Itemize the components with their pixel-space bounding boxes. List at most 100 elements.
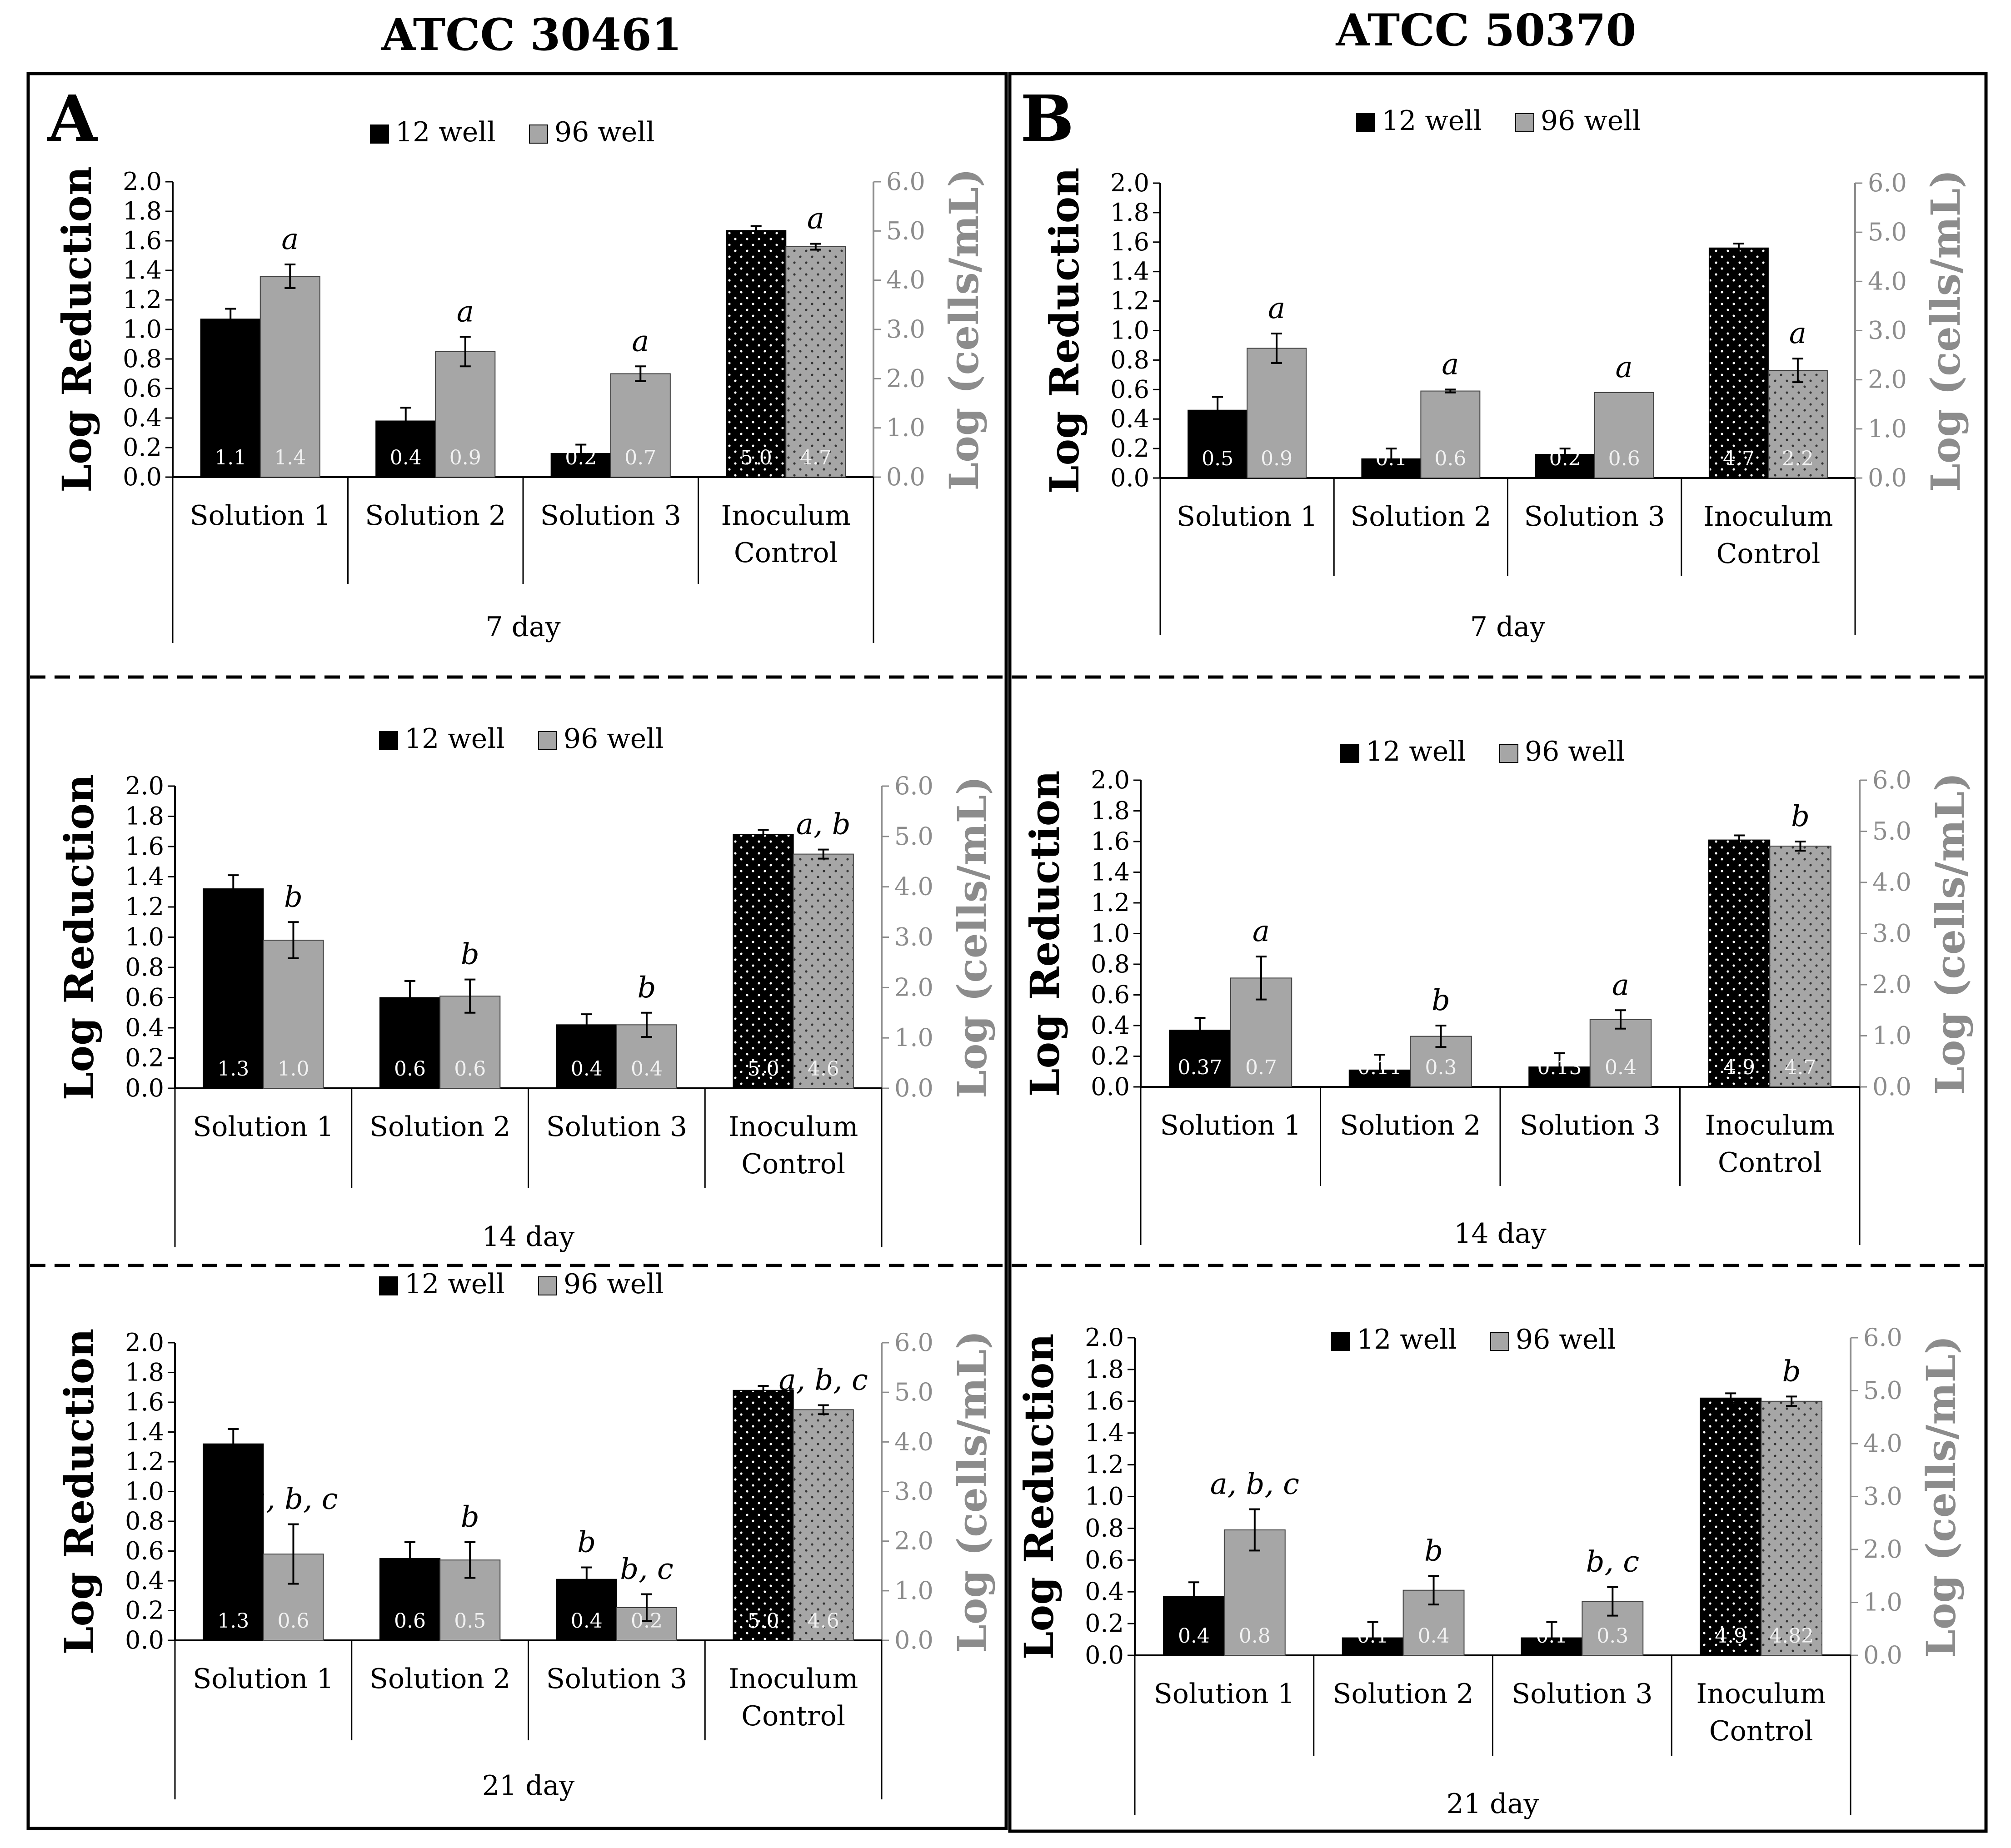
significance-label: a (1253, 915, 1270, 948)
y-tick-label: 0.6 (1085, 1545, 1124, 1574)
y-tick-label: 1.0 (123, 315, 162, 344)
x-tick-label: Solution 2 (369, 1111, 510, 1143)
data-label: 0.4 (1178, 1624, 1210, 1648)
data-label: 0.4 (1605, 1056, 1637, 1079)
y2-tick-label: 2.0 (1863, 1535, 1902, 1564)
y2-tick-label: 4.0 (894, 1427, 933, 1456)
y-tick-label: 0.2 (123, 433, 162, 462)
data-label: 4.9 (1715, 1624, 1747, 1648)
y2-tick-label: 1.0 (894, 1023, 933, 1052)
y-tick-label: 2.0 (125, 772, 164, 800)
y-tick-label: 0.2 (125, 1596, 164, 1625)
legend-swatch-12-well (379, 731, 398, 750)
data-label: 0.11 (1357, 1056, 1402, 1079)
y2-tick-label: 0.0 (1872, 1072, 1911, 1101)
y2-tick-label: 3.0 (1868, 316, 1907, 345)
bar-96-well (793, 1409, 854, 1641)
data-label: 0.13 (1537, 1056, 1582, 1079)
data-label: 0.9 (1261, 447, 1292, 470)
y-tick-label: 0.4 (123, 403, 162, 432)
y2-tick-label: 1.0 (894, 1576, 933, 1605)
y-tick-label: 0.2 (1085, 1609, 1124, 1638)
y2-tick-label: 6.0 (1868, 169, 1907, 197)
significance-label: a (1789, 317, 1806, 350)
bar-12-well (1708, 247, 1769, 479)
x-tick-label: Control (741, 1700, 845, 1732)
data-label: 1.4 (274, 446, 306, 469)
y2-tick-label: 6.0 (894, 772, 933, 800)
data-label: 1.3 (217, 1609, 249, 1633)
y-tick-label: 0.0 (1085, 1641, 1124, 1669)
legend-swatch-96-well (538, 731, 557, 750)
y2-tick-label: 5.0 (894, 822, 933, 851)
significance-label: b (1791, 800, 1810, 833)
panel-letter-a: A (47, 82, 98, 156)
data-label: 0.3 (1597, 1624, 1628, 1648)
x-tick-label: Solution 1 (190, 500, 331, 532)
y-tick-label: 1.0 (125, 923, 164, 951)
data-label: 4.6 (808, 1057, 839, 1081)
y2-tick-label: 2.0 (894, 1527, 933, 1555)
y2-tick-label: 2.0 (886, 364, 925, 393)
y-tick-label: 0.4 (1091, 1011, 1130, 1040)
legend: 12 well 96 well (1340, 736, 1625, 767)
y2-tick-label: 6.0 (894, 1328, 933, 1357)
data-label: 0.2 (1549, 447, 1581, 470)
legend-swatch-96-well (538, 1276, 557, 1295)
y-tick-label: 0.6 (1091, 981, 1130, 1009)
data-label: 0.4 (390, 446, 422, 469)
legend-swatch-12-well (1340, 744, 1359, 763)
y-tick-label: 2.0 (1091, 766, 1130, 794)
legend-label: 96 well (564, 723, 664, 755)
bar-96-well (610, 373, 671, 478)
x-tick-label: Solution 2 (365, 500, 506, 532)
data-label: 0.4 (631, 1057, 663, 1081)
y2-axis-title: Log (cells/mL) (1917, 1335, 1965, 1658)
legend-label: 12 well (1366, 736, 1466, 767)
y2-tick-label: 4.0 (1872, 868, 1911, 897)
y2-tick-label: 1.0 (1863, 1588, 1902, 1617)
legend: 12 well 96 well (379, 1268, 664, 1300)
data-label: 0.2 (631, 1609, 663, 1633)
y2-tick-label: 4.0 (1868, 267, 1907, 295)
significance-label: a, b, c (1210, 1467, 1299, 1501)
data-label: 0.4 (571, 1057, 603, 1081)
y2-tick-label: 3.0 (1863, 1482, 1902, 1511)
y-axis-title: Log Reduction (55, 1329, 103, 1655)
x-tick-label: Control (1709, 1715, 1813, 1747)
y-tick-label: 0.2 (1110, 434, 1149, 463)
legend-swatch-96-well (1490, 1332, 1509, 1351)
data-label: 5.0 (748, 1609, 779, 1633)
y2-tick-label: 3.0 (1872, 919, 1911, 948)
x-tick-label: Inoculum (721, 500, 851, 532)
significance-label: a, b (796, 808, 851, 842)
y-tick-label: 1.6 (125, 832, 164, 861)
y-tick-label: 0.6 (123, 374, 162, 403)
y-tick-label: 1.0 (1091, 919, 1130, 948)
bar-12-well (1700, 1397, 1762, 1656)
bar-12-well (733, 1390, 794, 1641)
y-tick-label: 0.8 (1085, 1514, 1124, 1542)
y2-axis-title: Log (cells/mL) (1922, 169, 1969, 492)
y-axis-title: Log Reduction (1021, 771, 1068, 1097)
x-tick-label: Solution 3 (1524, 501, 1665, 533)
data-label: 0.6 (1434, 447, 1466, 470)
x-group-label: 21 day (1447, 1788, 1539, 1820)
x-tick-label: Inoculum (729, 1663, 858, 1695)
legend-swatch-12-well (370, 125, 389, 144)
legend-swatch-12-well (1356, 113, 1375, 132)
data-label: 4.82 (1769, 1624, 1814, 1648)
y2-tick-label: 3.0 (894, 923, 933, 951)
bar-12-well (1708, 839, 1771, 1087)
y2-tick-label: 0.0 (1868, 463, 1907, 492)
panel-a-frame (26, 72, 1008, 1830)
chart-b21: 0.0 0.2 0.4 0.6 0.8 1.0 1.2 1.4 1.6 1.8 2.0 Log Red… (1015, 1323, 1965, 1820)
y-tick-label: 1.6 (1091, 827, 1130, 856)
x-tick-label: Solution 3 (1520, 1110, 1661, 1141)
data-label: 0.1 (1375, 447, 1407, 470)
significance-label: b (637, 971, 656, 1005)
y2-tick-label: 3.0 (886, 315, 925, 344)
y-tick-label: 1.6 (1085, 1387, 1124, 1415)
